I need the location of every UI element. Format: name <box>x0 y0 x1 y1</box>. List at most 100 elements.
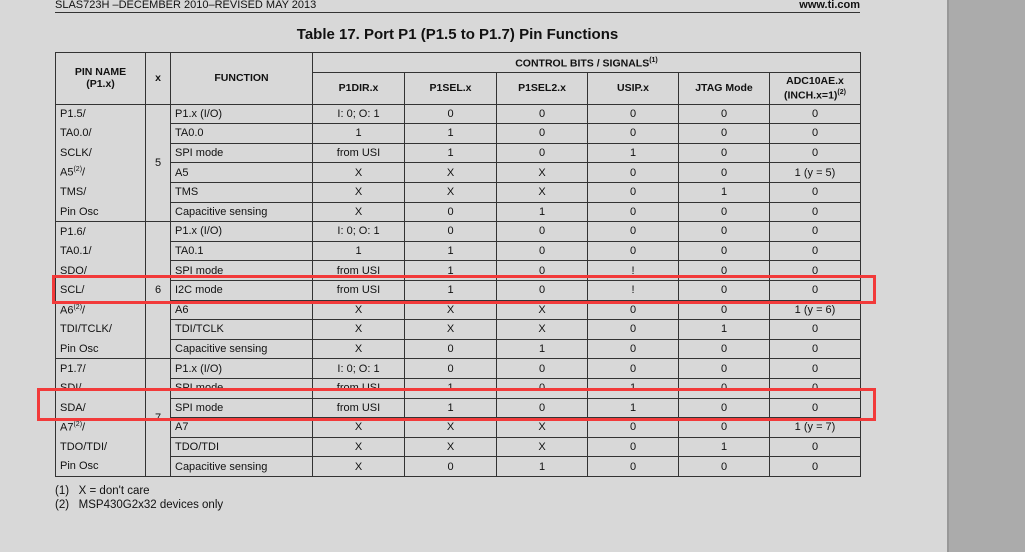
control-bit-cell: 0 <box>496 103 588 125</box>
table-title: Table 17. Port P1 (P1.5 to P1.7) Pin Fun… <box>296 26 619 43</box>
control-bit-cell: X <box>496 436 588 458</box>
control-bit-cell: 0 <box>587 162 679 183</box>
function-cell: P1.x (I/O) <box>170 103 313 125</box>
control-bit-cell: 0 <box>769 338 861 360</box>
header-jtag-mode: JTAG Mode <box>678 71 770 105</box>
control-bit-cell: 0 <box>678 123 770 144</box>
control-bit-cell: 0 <box>769 181 861 203</box>
control-bit-cell: 0 <box>769 319 861 340</box>
control-bit-cell: 1 <box>496 456 588 477</box>
table-row: SCL/I2C mode from USI 1 0! 0 0 <box>55 279 861 301</box>
control-bit-cell: X <box>312 319 405 340</box>
control-bit-cell: X <box>312 162 405 183</box>
control-bit-cell: X <box>404 162 497 183</box>
control-bit-cell: 0 <box>678 358 770 379</box>
control-bit-cell: 1 <box>587 142 679 164</box>
footnote-2: (2) MSP430G2x32 devices only <box>55 499 224 511</box>
control-bit-cell: 0 <box>769 123 861 144</box>
pin-name-cell: TDO/TDI/ <box>55 437 146 457</box>
function-cell: TA0.1 <box>170 240 313 262</box>
control-bit-cell: 0 <box>496 240 588 262</box>
pin-name-cell: A7(2)/ <box>55 417 146 438</box>
pin-name-cell: Pin Osc <box>55 202 146 223</box>
control-bit-cell: 0 <box>587 123 679 144</box>
table-row: Pin Osc Capacitive sensing X 0 1 0 0 0 <box>55 338 861 360</box>
control-bit-cell: 0 <box>769 103 861 125</box>
pin-name-cell: P1.6/ <box>55 221 146 242</box>
control-bit-cell: 0 <box>404 201 497 223</box>
control-bit-cell: from USI <box>312 397 405 419</box>
function-cell: TA0.0 <box>170 123 313 144</box>
control-bit-cell: I: 0; O: 1 <box>312 358 405 379</box>
pin-name-cell: SCLK/ <box>55 143 146 163</box>
table-row: A7(2)/A7 X X X 0 0 1 (y = 7) <box>55 417 861 438</box>
header-p1sel2-x: P1SEL2.x <box>496 71 588 105</box>
table-row: TA0.1/TA0.1 1 1 0 0 0 0 <box>55 240 861 262</box>
table-row: TDO/TDI/TDO/TDI X X X 0 1 0 <box>55 436 861 458</box>
function-cell: Capacitive sensing <box>170 338 313 360</box>
control-bit-cell: X <box>312 338 405 360</box>
control-bit-cell: 1 <box>678 181 770 203</box>
website-link[interactable]: www.ti.com <box>799 0 860 11</box>
control-bit-cell: 1 <box>312 123 405 144</box>
control-bit-cell: X <box>496 162 588 183</box>
control-bit-cell: 0 <box>678 221 770 242</box>
control-bit-cell: X <box>312 456 405 477</box>
control-bit-cell: 1 <box>678 319 770 340</box>
control-bit-cell: 0 <box>587 221 679 242</box>
table-row: Pin Osc Capacitive sensing X 0 1 0 0 0 <box>55 201 861 223</box>
control-bit-cell: 0 <box>769 436 861 458</box>
control-bit-cell: 0 <box>496 142 588 164</box>
table-row: A6(2)/A6 X X X 0 0 1 (y = 6) <box>55 299 861 321</box>
function-cell: Capacitive sensing <box>170 201 313 223</box>
control-bit-cell: 0 <box>496 123 588 144</box>
control-bit-cell: 0 <box>587 240 679 262</box>
control-bit-cell: 0 <box>678 103 770 125</box>
header-usip-x: USIP.x <box>587 71 679 105</box>
pin-name-cell: P1.7/ <box>55 358 146 379</box>
header-p1sel-x: P1SEL.x <box>404 71 497 105</box>
highlight-box-scl <box>52 275 876 304</box>
control-bit-cell: 0 <box>587 319 679 340</box>
control-bit-cell: 0 <box>678 201 770 223</box>
control-bit-cell: 1 <box>496 201 588 223</box>
control-bit-cell: 0 <box>404 221 497 242</box>
pin-number-cell: 7 <box>145 358 171 477</box>
control-bit-cell: 0 <box>404 456 497 477</box>
control-bit-cell: 0 <box>587 338 679 360</box>
control-bit-cell: 0 <box>769 201 861 223</box>
pin-functions-table: PIN NAME (P1.x) x FUNCTION CONTROL BITS /… <box>55 52 861 477</box>
header-divider <box>55 12 860 13</box>
table-row: Pin Osc Capacitive sensing X 0 1 0 0 0 <box>55 456 861 477</box>
control-bit-cell: 1 <box>404 240 497 262</box>
control-bit-cell: X <box>404 319 497 340</box>
control-bit-cell: 0 <box>587 436 679 458</box>
pin-name-cell: SCL/ <box>55 280 146 301</box>
control-bit-cell: X <box>496 319 588 340</box>
header-function: FUNCTION <box>170 52 313 105</box>
table-row: TMS/TMS X X X 0 1 0 <box>55 181 861 203</box>
control-bit-cell: 0 <box>587 456 679 477</box>
table-row: TDI/TCLK/TDI/TCLK X X X 0 1 0 <box>55 319 861 340</box>
function-cell: A5 <box>170 162 313 183</box>
control-bit-cell: 0 <box>678 240 770 262</box>
function-cell: TMS <box>170 181 313 203</box>
pin-name-cell: A5(2)/ <box>55 162 146 183</box>
table-row: SCLK/SPI mode from USI 1 0 1 0 0 <box>55 142 861 164</box>
control-bit-cell: X <box>312 436 405 458</box>
control-bit-cell: from USI <box>312 142 405 164</box>
highlight-box-sda <box>37 388 876 421</box>
pin-name-cell: SDA/ <box>55 398 146 418</box>
control-bit-cell: X <box>496 181 588 203</box>
control-bit-cell: 1 (y = 6) <box>769 299 861 321</box>
control-bit-cell: 0 <box>678 162 770 183</box>
control-bit-cell: 1 <box>678 436 770 458</box>
document-id: SLAS723H –DECEMBER 2010–REVISED MAY 2013 <box>55 0 317 11</box>
control-bit-cell: X <box>404 436 497 458</box>
table-row: TA0.0/TA0.0 1 1 0 0 0 0 <box>55 123 861 144</box>
control-bit-cell: I: 0; O: 1 <box>312 103 405 125</box>
function-cell: P1.x (I/O) <box>170 221 313 242</box>
